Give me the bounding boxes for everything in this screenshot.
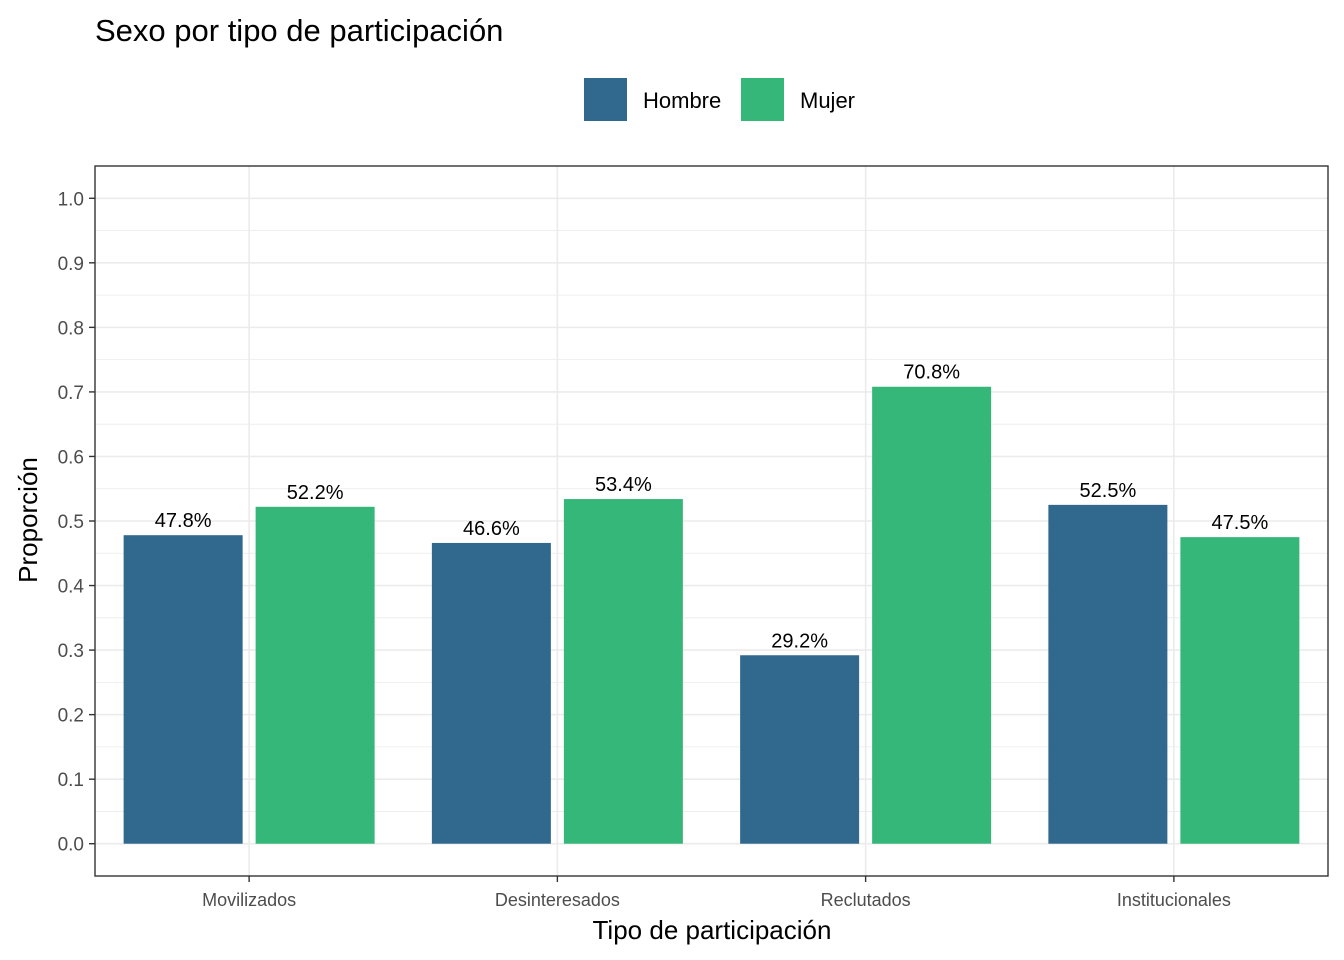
legend-label-hombre: Hombre bbox=[643, 88, 721, 113]
data-label: 47.8% bbox=[155, 510, 212, 532]
x-axis-title: Tipo de participación bbox=[593, 915, 832, 945]
y-tick-label: 0.5 bbox=[58, 512, 84, 533]
y-tick-label: 0.0 bbox=[58, 835, 84, 856]
data-label: 46.6% bbox=[463, 518, 520, 540]
data-label: 52.2% bbox=[287, 482, 344, 504]
bar-mujer-desinteresados bbox=[563, 499, 683, 844]
bar-mujer-reclutados bbox=[872, 386, 992, 844]
y-tick-label: 0.6 bbox=[58, 447, 84, 468]
y-tick-label: 0.1 bbox=[58, 770, 84, 791]
data-label: 29.2% bbox=[771, 630, 828, 652]
x-axis: Movilizados Desinteresados Reclutados Insti… bbox=[202, 876, 1231, 910]
chart-title: Sexo por tipo de participación bbox=[95, 13, 503, 48]
y-tick-label: 0.2 bbox=[58, 706, 84, 727]
legend-key-hombre bbox=[584, 78, 627, 121]
bars bbox=[94, 165, 1329, 877]
data-labels: 47.8% 46.6% 29.2% 52.5% 52.2% 53.4% 70.8% 47.5% bbox=[155, 362, 1269, 653]
y-tick-label: 1.0 bbox=[58, 189, 84, 210]
bar-mujer-movilizados bbox=[255, 506, 375, 844]
x-tick-label: Institucionales bbox=[1117, 890, 1231, 910]
bar-hombre-institucionales bbox=[1048, 504, 1168, 844]
x-tick-label: Movilizados bbox=[202, 890, 296, 910]
bar-hombre-reclutados bbox=[740, 655, 860, 844]
y-axis-title: Proporción bbox=[13, 457, 43, 583]
y-tick-label: 0.4 bbox=[58, 577, 85, 598]
legend: Hombre Mujer bbox=[584, 78, 855, 121]
data-label: 52.5% bbox=[1080, 480, 1137, 502]
y-tick-label: 0.9 bbox=[58, 254, 84, 275]
bar-hombre-desinteresados bbox=[431, 542, 551, 844]
x-tick-label: Desinteresados bbox=[495, 890, 620, 910]
legend-label-mujer: Mujer bbox=[800, 88, 855, 113]
data-label: 47.5% bbox=[1212, 512, 1269, 534]
y-tick-label: 0.7 bbox=[58, 383, 84, 404]
data-label: 70.8% bbox=[903, 362, 960, 384]
x-tick-label: Reclutados bbox=[821, 890, 911, 910]
bar-hombre-movilizados bbox=[123, 535, 243, 844]
y-tick-label: 0.3 bbox=[58, 641, 84, 662]
y-axis: 0.0 0.1 0.2 0.3 0.4 0.5 0.6 0.7 0.8 0.9 1.0 bbox=[58, 189, 95, 856]
y-tick-label: 0.8 bbox=[58, 318, 84, 339]
data-label: 53.4% bbox=[595, 474, 652, 496]
bar-mujer-institucionales bbox=[1180, 537, 1300, 844]
legend-key-mujer bbox=[741, 78, 784, 121]
